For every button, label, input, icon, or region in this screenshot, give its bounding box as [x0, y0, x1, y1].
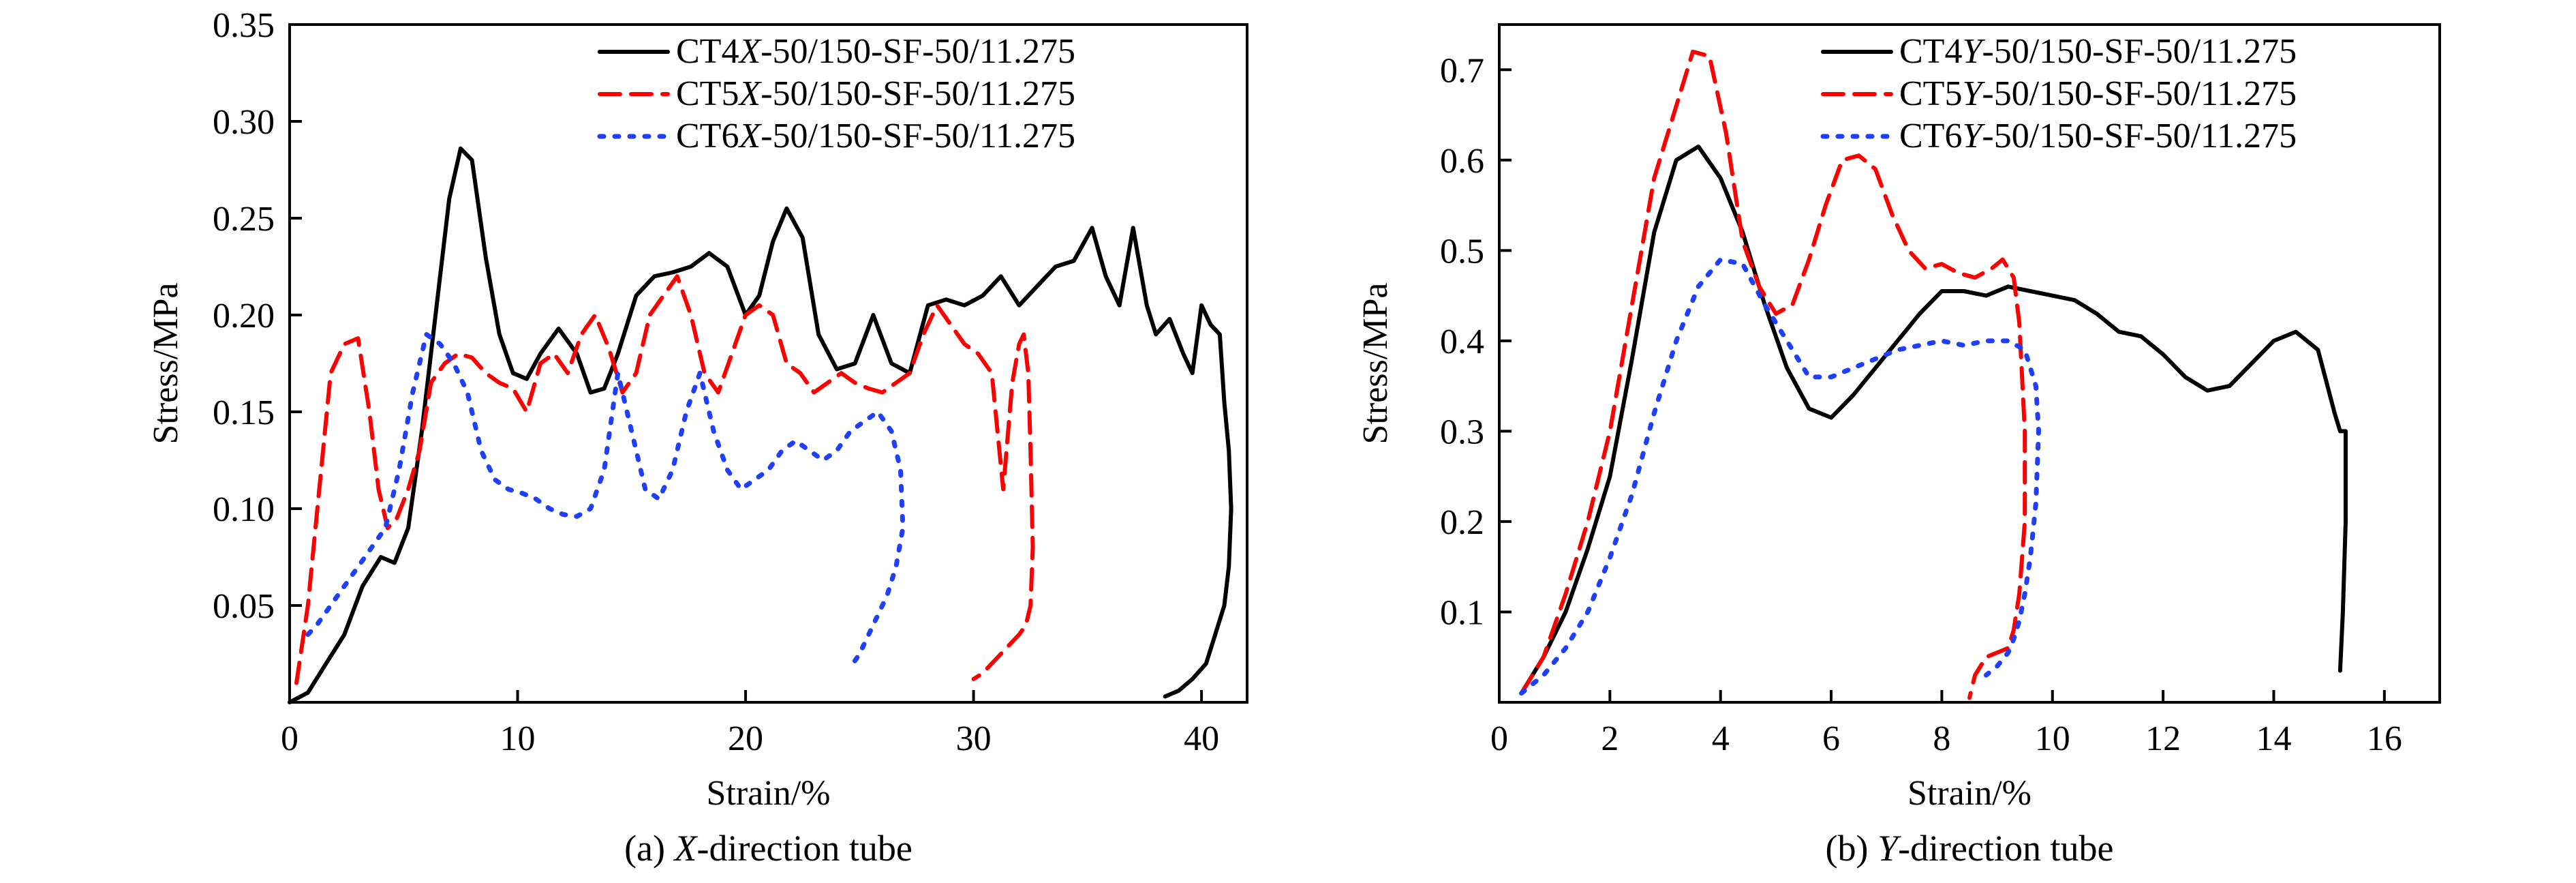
- x-tick-label: 6: [1822, 719, 1840, 758]
- y-tick-label: 0.7: [1440, 51, 1484, 90]
- y-tick-label: 0.15: [213, 393, 275, 432]
- x-tick-label: 0: [1490, 719, 1508, 758]
- y-tick-label: 0.1: [1440, 593, 1484, 632]
- x-tick-label: 40: [1184, 719, 1219, 758]
- y-tick-label: 0.30: [213, 103, 275, 142]
- x-tick-label: 20: [728, 719, 763, 758]
- x-tick-label: 10: [500, 719, 536, 758]
- y-axis-label: Stress/MPa: [1356, 283, 1395, 445]
- series-line-ct4: [1519, 144, 2348, 695]
- y-tick-label: 0.25: [213, 200, 275, 239]
- y-tick-label: 0.35: [213, 6, 275, 45]
- series-line-ct6: [1519, 257, 2041, 696]
- legend-label: CT6X-50/150-SF-50/11.275: [676, 117, 1075, 155]
- y-tick-label: 0.20: [213, 297, 275, 335]
- y-tick-label: 0.3: [1440, 413, 1484, 451]
- x-tick-label: 2: [1601, 719, 1619, 758]
- x-tick-label: 4: [1712, 719, 1730, 758]
- panel-a: 0 10 20 30 40 0.05 0.10 0.15 0.20 0.25 0.30 0.35 Str…: [147, 6, 1248, 869]
- x-tick-label: 10: [2035, 719, 2070, 758]
- y-tick-label: 0.05: [213, 587, 275, 626]
- x-tick-label: 16: [2367, 719, 2402, 758]
- x-tick-label: 14: [2256, 719, 2291, 758]
- x-axis-label: Strain/%: [1907, 774, 2031, 813]
- series-line-ct6: [305, 331, 906, 670]
- legend-label: CT5X-50/150-SF-50/11.275: [676, 74, 1075, 113]
- y-tick-label: 0.2: [1440, 503, 1484, 542]
- panel-caption: (a) X-direction tube: [624, 828, 913, 869]
- legend-label: CT5Y-50/150-SF-50/11.275: [1899, 74, 2297, 113]
- y-tick-label: 0.4: [1440, 323, 1484, 361]
- series-line-ct5: [294, 274, 1035, 685]
- panel-b: 0 2 4 6 8 10 12 14 16 0.1 0.2 0.3 0.4 0.5 0.6 0.7 Strain…: [1356, 23, 2441, 869]
- series-line-ct5: [1519, 49, 2027, 700]
- x-tick-label: 0: [281, 719, 298, 758]
- plot-frame: [1498, 23, 2441, 704]
- panel-caption: (b) Y-direction tube: [1826, 828, 2114, 869]
- series-line-ct4: [288, 146, 1233, 704]
- x-tick-label: 12: [2145, 719, 2181, 758]
- x-axis-label: Strain/%: [707, 774, 831, 813]
- y-tick-label: 0.10: [213, 490, 275, 529]
- x-tick-label: 8: [1933, 719, 1950, 758]
- legend-label: CT6Y-50/150-SF-50/11.275: [1899, 117, 2297, 155]
- y-axis-label: Stress/MPa: [147, 283, 185, 445]
- legend-label: CT4X-50/150-SF-50/11.275: [676, 32, 1075, 71]
- legend-label: CT4Y-50/150-SF-50/11.275: [1899, 32, 2297, 71]
- y-tick-label: 0.5: [1440, 232, 1484, 271]
- x-tick-label: 30: [956, 719, 992, 758]
- y-tick-label: 0.6: [1440, 142, 1484, 181]
- plot-frame: [288, 23, 1248, 704]
